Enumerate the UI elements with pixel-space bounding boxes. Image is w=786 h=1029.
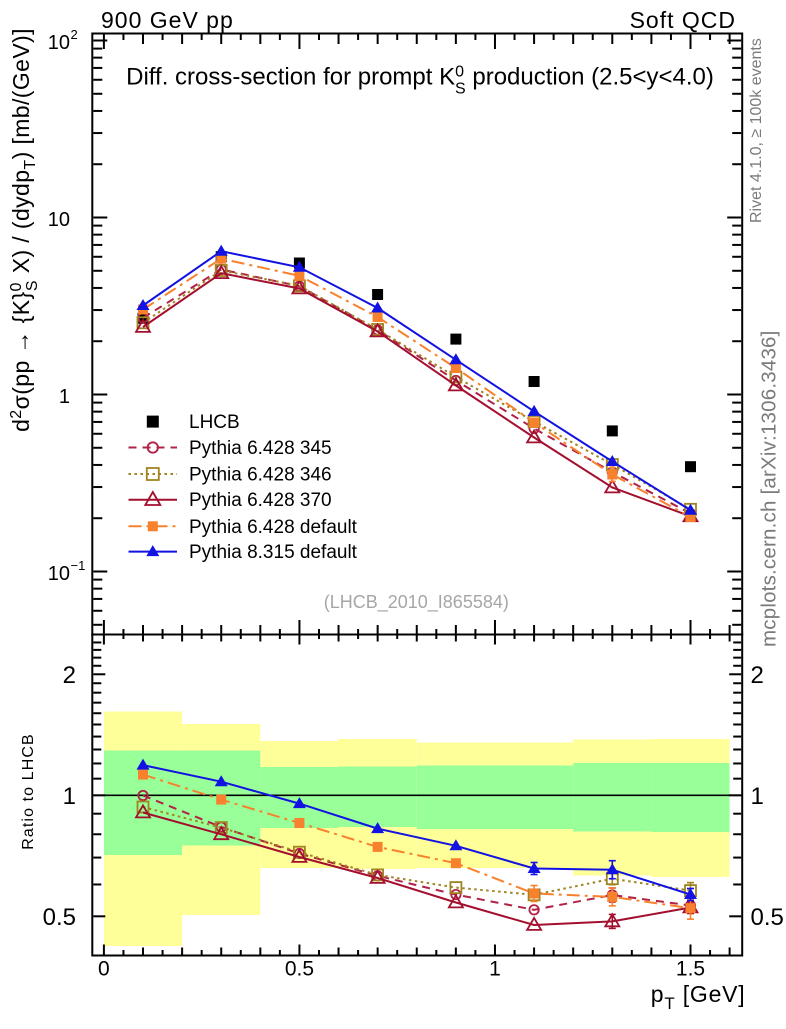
- svg-text:0: 0: [98, 958, 110, 981]
- svg-text:2: 2: [71, 27, 78, 42]
- svg-text:2: 2: [63, 662, 76, 689]
- svg-text:1: 1: [59, 386, 70, 408]
- svg-text:Pythia 8.315 default: Pythia 8.315 default: [189, 542, 358, 563]
- svg-text:Pythia 6.428 346: Pythia 6.428 346: [189, 465, 332, 486]
- svg-text:LHCB: LHCB: [189, 412, 240, 433]
- svg-text:−1: −1: [71, 558, 86, 573]
- svg-text:0.5: 0.5: [43, 904, 76, 931]
- svg-text:(LHCB_2010_I865584): (LHCB_2010_I865584): [324, 592, 509, 613]
- svg-text:Ratio to LHCB: Ratio to LHCB: [20, 733, 37, 850]
- svg-text:Pythia 6.428 345: Pythia 6.428 345: [189, 438, 332, 459]
- svg-text:Pythia 6.428 370: Pythia 6.428 370: [189, 490, 332, 511]
- svg-text:2: 2: [751, 662, 764, 689]
- svg-text:0.5: 0.5: [751, 904, 784, 931]
- svg-text:1.5: 1.5: [676, 958, 705, 981]
- svg-text:10: 10: [48, 32, 70, 54]
- svg-text:Rivet 4.1.0, ≥ 100k events: Rivet 4.1.0, ≥ 100k events: [748, 38, 765, 223]
- svg-text:1: 1: [751, 783, 764, 810]
- svg-text:10: 10: [48, 209, 70, 231]
- svg-text:1: 1: [489, 958, 501, 981]
- svg-text:Soft QCD: Soft QCD: [630, 7, 736, 33]
- svg-text:10: 10: [48, 563, 70, 585]
- svg-text:900 GeV pp: 900 GeV pp: [101, 7, 234, 33]
- svg-text:1: 1: [63, 783, 76, 810]
- svg-text:mcplots.cern.ch [arXiv:1306.34: mcplots.cern.ch [arXiv:1306.3436]: [758, 330, 781, 647]
- svg-text:0.5: 0.5: [285, 958, 314, 981]
- svg-text:Pythia 6.428 default: Pythia 6.428 default: [189, 517, 358, 538]
